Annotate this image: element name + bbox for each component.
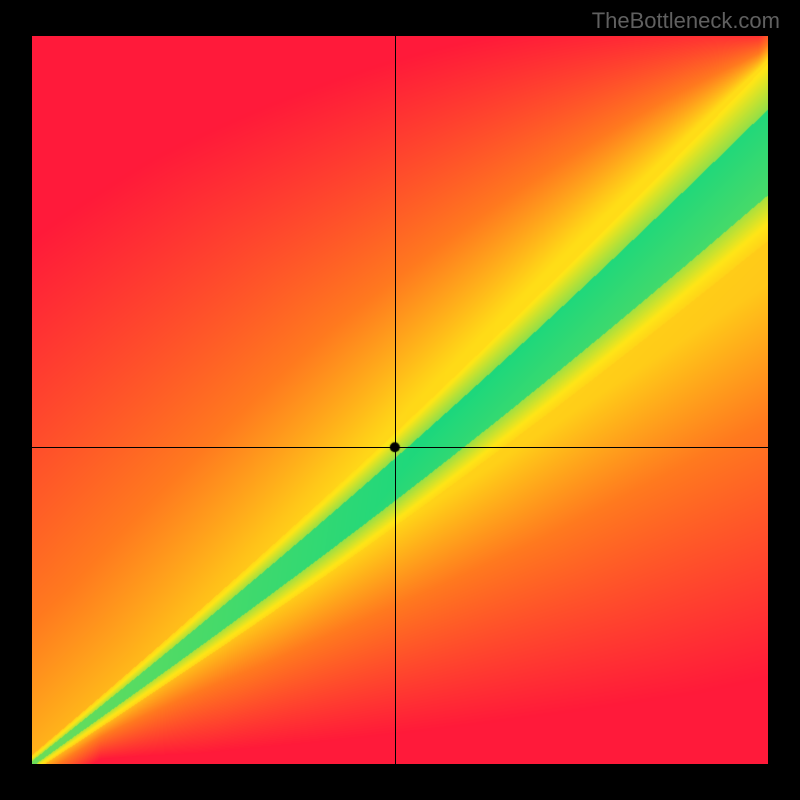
crosshair-vertical <box>395 36 396 764</box>
watermark-text: TheBottleneck.com <box>592 8 780 34</box>
chart-container: TheBottleneck.com <box>0 0 800 800</box>
crosshair-horizontal <box>32 447 768 448</box>
data-point-marker <box>32 36 768 764</box>
